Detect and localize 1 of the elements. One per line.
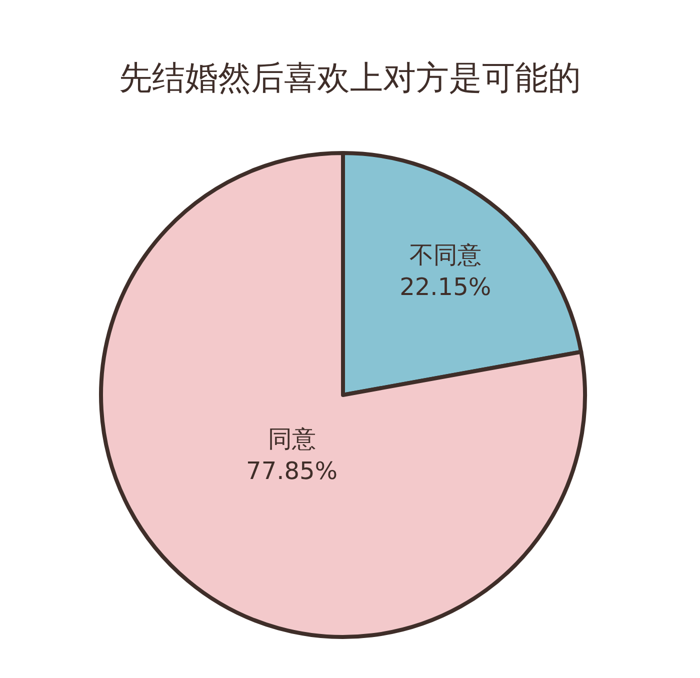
title: 先结婚然后喜欢上对方是可能的 xyxy=(119,58,581,98)
